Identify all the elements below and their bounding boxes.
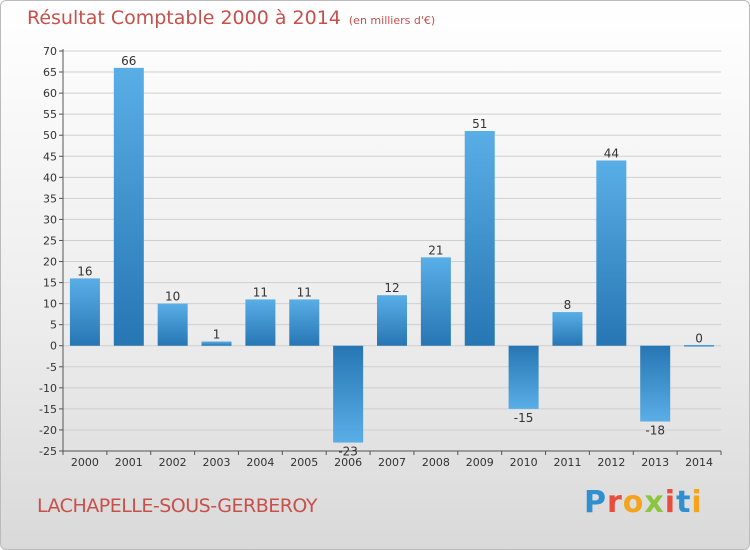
y-tick-label: 30 xyxy=(43,213,57,226)
data-label: 1 xyxy=(213,328,221,342)
x-tick-label: 2001 xyxy=(115,456,143,469)
x-tick-label: 2010 xyxy=(510,456,538,469)
bar-2005 xyxy=(289,299,320,346)
x-tick-label: 2000 xyxy=(71,456,99,469)
data-label: 12 xyxy=(384,281,399,295)
y-tick-label: 25 xyxy=(43,234,57,247)
x-tick-label: 2007 xyxy=(378,456,406,469)
bar-2000 xyxy=(69,278,100,346)
y-tick-label: 50 xyxy=(43,129,57,142)
bar-2007 xyxy=(377,295,407,346)
y-tick-label: -25 xyxy=(39,445,57,458)
bar-2003 xyxy=(201,341,232,346)
data-label: 0 xyxy=(695,332,703,346)
y-tick-label: 70 xyxy=(43,45,57,58)
bar-2010 xyxy=(508,345,539,409)
bar-2009 xyxy=(464,131,495,346)
y-tick-label: 5 xyxy=(50,319,57,332)
bar-2001 xyxy=(113,67,144,346)
chart-subtitle: (en milliers d'€) xyxy=(348,14,436,27)
bar-2012 xyxy=(596,160,627,346)
y-tick-label: 40 xyxy=(43,171,57,184)
chart-title: Résultat Comptable 2000 à 2014 xyxy=(27,7,341,29)
bar-2014 xyxy=(684,344,715,347)
bar-2002 xyxy=(157,303,188,346)
y-tick-label: -15 xyxy=(39,403,57,416)
x-tick-label: 2003 xyxy=(203,456,231,469)
data-label: 11 xyxy=(297,285,312,299)
y-tick-label: 45 xyxy=(43,150,57,163)
bar-2008 xyxy=(420,257,451,346)
x-tick-label: 2006 xyxy=(334,456,362,469)
data-label: -15 xyxy=(514,411,534,425)
data-label: 11 xyxy=(253,285,268,299)
data-label: 10 xyxy=(165,290,180,304)
data-label: 16 xyxy=(77,264,92,278)
bar-2006 xyxy=(333,345,364,443)
bar-2013 xyxy=(640,345,671,422)
y-tick-label: -20 xyxy=(39,424,57,437)
x-tick-label: 2005 xyxy=(290,456,318,469)
y-tick-label: 60 xyxy=(43,87,57,100)
data-label: 21 xyxy=(428,243,443,257)
x-tick-label: 2002 xyxy=(159,456,187,469)
title-row: Résultat Comptable 2000 à 2014 (en millie… xyxy=(27,7,435,29)
x-tick-label: 2008 xyxy=(422,456,450,469)
y-tick-label: 10 xyxy=(43,298,57,311)
y-tick-label: 0 xyxy=(50,340,57,353)
data-label: 66 xyxy=(121,54,136,68)
bars xyxy=(69,67,715,443)
y-tick-label: 15 xyxy=(43,277,57,290)
x-tick-label: 2012 xyxy=(597,456,625,469)
y-tick-label: 65 xyxy=(43,66,57,79)
data-label: 51 xyxy=(472,117,487,131)
x-tick-label: 2009 xyxy=(466,456,494,469)
y-tick-label: 35 xyxy=(43,192,57,205)
y-tick-label: 55 xyxy=(43,108,57,121)
axes: -25-20-15-10-505101520253035404550556065… xyxy=(39,45,722,469)
bar-2011 xyxy=(552,312,583,346)
y-tick-label: 20 xyxy=(43,256,57,269)
bar-2004 xyxy=(245,299,276,346)
y-tick-label: -10 xyxy=(39,382,57,395)
x-tick-label: 2013 xyxy=(641,456,669,469)
data-label: -18 xyxy=(645,424,665,438)
data-label: 44 xyxy=(604,146,619,160)
y-tick-label: -5 xyxy=(46,361,57,374)
x-tick-label: 2004 xyxy=(246,456,274,469)
data-label: -23 xyxy=(338,445,358,459)
x-tick-label: 2011 xyxy=(553,456,581,469)
data-label: 8 xyxy=(564,298,572,312)
place-name: LACHAPELLE-SOUS-GERBEROY xyxy=(37,495,317,517)
proxiti-logo: Proxiti xyxy=(584,485,703,520)
x-tick-label: 2014 xyxy=(685,456,713,469)
